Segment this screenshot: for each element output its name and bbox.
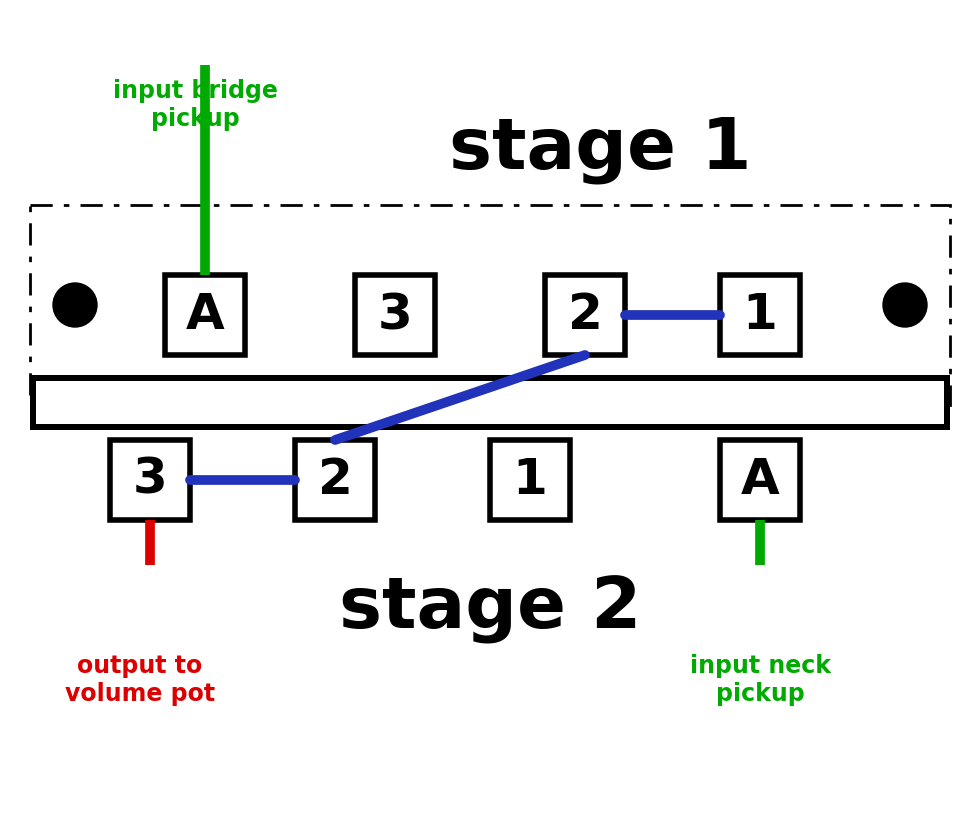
Bar [720, 440, 800, 520]
Text: A: A [185, 291, 224, 339]
Text: output to
volume pot: output to volume pot [65, 654, 215, 706]
Text: 1: 1 [743, 291, 777, 339]
Text: A: A [741, 456, 779, 504]
Bar [295, 440, 375, 520]
Bar [720, 275, 800, 355]
Bar [30, 205, 950, 405]
Text: 2: 2 [318, 456, 353, 504]
Text: input bridge
pickup: input bridge pickup [113, 79, 277, 131]
Circle shape [883, 283, 927, 327]
Circle shape [53, 283, 97, 327]
Text: 2: 2 [567, 291, 603, 339]
Text: stage 2: stage 2 [339, 576, 641, 645]
Bar [110, 440, 190, 520]
Bar [355, 275, 435, 355]
Bar [36, 381, 944, 424]
Bar [165, 275, 245, 355]
Text: 3: 3 [132, 456, 168, 504]
Text: stage 1: stage 1 [449, 116, 752, 184]
Text: 1: 1 [513, 456, 548, 504]
Bar [30, 375, 950, 430]
Bar [545, 275, 625, 355]
Bar [490, 440, 570, 520]
Text: input neck
pickup: input neck pickup [690, 654, 830, 706]
Text: 3: 3 [377, 291, 413, 339]
